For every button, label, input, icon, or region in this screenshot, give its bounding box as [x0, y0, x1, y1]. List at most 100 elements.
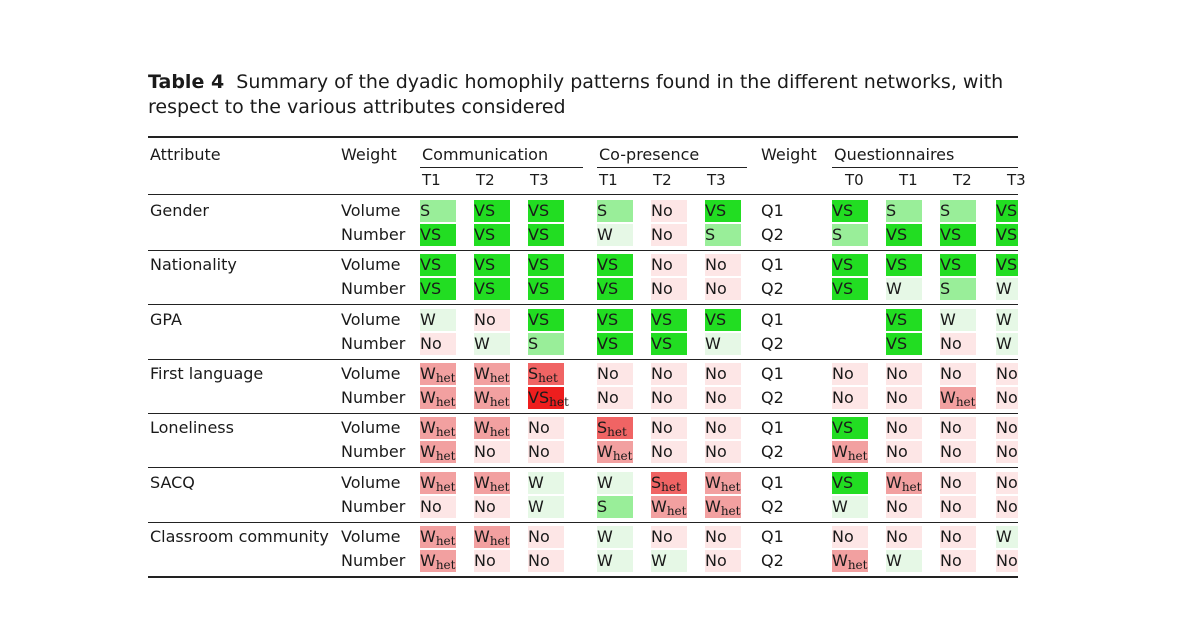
group-separator [148, 358, 1018, 360]
questionnaire-cell: W [886, 549, 922, 572]
questionnaire-cell: No [940, 441, 976, 464]
weight-label: Volume [341, 472, 401, 492]
communication-cell: Shet [528, 362, 564, 385]
copresence-cell: No [651, 200, 687, 222]
questionnaire-cell [832, 309, 868, 331]
attribute-label: Classroom community [150, 526, 329, 546]
copresence-cell: No [705, 254, 741, 277]
communication-underline [420, 167, 583, 168]
copresence-cell: W [597, 471, 633, 494]
weight-label: Number [341, 550, 406, 570]
questionnaire-cell: No [940, 332, 976, 355]
communication-cell: No [528, 525, 564, 548]
header-copresence: Co-presence [599, 145, 700, 164]
attribute-label: SACQ [150, 472, 195, 492]
weight-label: Number [341, 496, 406, 516]
communication-cell: W [528, 471, 564, 494]
subheader-t1: T1 [599, 171, 618, 189]
weight-label: Volume [341, 309, 401, 329]
copresence-cell: No [705, 525, 741, 548]
questionnaire-cell: No [886, 362, 922, 385]
copresence-cell: S [705, 224, 741, 246]
questionnaire-cell: No [832, 362, 868, 385]
questionnaire-weight-label: Q2 [761, 550, 784, 570]
communication-cell: W [528, 495, 564, 518]
attribute-label: GPA [150, 309, 182, 329]
communication-cell: Whet [474, 362, 510, 385]
questionnaire-cell: VS [996, 224, 1018, 246]
copresence-cell: S [597, 495, 633, 518]
attribute-label: Nationality [150, 255, 237, 275]
communication-cell: No [474, 549, 510, 572]
questionnaire-cell: No [996, 386, 1018, 409]
communication-cell: Whet [474, 525, 510, 548]
subheader-t1: T1 [422, 171, 441, 189]
communication-cell: VS [528, 224, 564, 246]
questionnaire-cell: No [940, 471, 976, 494]
group-separator [148, 412, 1018, 414]
questionnaire-cell: No [996, 362, 1018, 385]
copresence-cell: No [651, 441, 687, 464]
table-caption-text: Summary of the dyadic homophily patterns… [148, 71, 1004, 118]
questionnaire-cell: W [832, 495, 868, 518]
communication-cell: Whet [474, 471, 510, 494]
communication-cell: VS [528, 200, 564, 222]
questionnaire-cell: S [940, 278, 976, 301]
copresence-cell: No [705, 417, 741, 440]
questionnaire-cell: No [940, 495, 976, 518]
header-questionnaires: Questionnaires [834, 145, 955, 164]
weight-label: Number [341, 442, 406, 462]
copresence-cell: VS [597, 308, 633, 331]
questionnaire-weight-label: Q1 [761, 526, 784, 546]
questionnaire-cell: No [940, 362, 976, 385]
questionnaire-cell: VS [996, 200, 1018, 222]
header-attribute: Attribute [150, 145, 221, 164]
questionnaire-cell: W [886, 278, 922, 301]
communication-cell: W [420, 308, 456, 331]
communication-cell: Whet [420, 471, 456, 494]
copresence-cell: No [651, 386, 687, 409]
copresence-cell: No [705, 278, 741, 301]
communication-cell: Whet [474, 417, 510, 440]
questionnaires-underline [832, 167, 1018, 168]
copresence-cell: Shet [597, 417, 633, 440]
communication-cell: Whet [474, 386, 510, 409]
subheader-t3: T3 [530, 171, 549, 189]
communication-cell: No [474, 308, 510, 331]
questionnaire-cell: VS [886, 308, 922, 331]
weight-label: Number [341, 279, 406, 299]
copresence-cell: No [651, 254, 687, 277]
questionnaire-cell: No [886, 495, 922, 518]
copresence-cell: VS [651, 332, 687, 355]
copresence-cell: W [597, 549, 633, 572]
copresence-cell: VS [651, 308, 687, 331]
questionnaire-cell: VS [940, 254, 976, 277]
subheader-t2: T2 [953, 171, 972, 189]
communication-cell: S [528, 332, 564, 355]
questionnaire-cell: No [832, 525, 868, 548]
copresence-cell: Whet [651, 495, 687, 518]
copresence-cell: No [651, 362, 687, 385]
questionnaire-cell: VS [832, 200, 868, 222]
group-separator [148, 467, 1018, 469]
communication-cell: VS [420, 278, 456, 301]
copresence-cell: VS [597, 278, 633, 301]
group-separator [148, 304, 1018, 306]
communication-cell: VS [474, 224, 510, 246]
copresence-cell: No [597, 386, 633, 409]
table-caption: Table 4 Summary of the dyadic homophily … [148, 70, 1028, 120]
copresence-cell: VS [705, 308, 741, 331]
weight-label: Volume [341, 363, 401, 383]
copresence-cell: W [597, 224, 633, 246]
questionnaire-cell: W [996, 278, 1018, 301]
communication-cell: VS [474, 278, 510, 301]
questionnaire-cell: No [940, 417, 976, 440]
copresence-cell: VS [597, 254, 633, 277]
subheader-t0: T0 [845, 171, 864, 189]
questionnaire-cell: No [996, 549, 1018, 572]
subheader-t3: T3 [707, 171, 726, 189]
copresence-cell: No [705, 549, 741, 572]
questionnaire-cell: No [996, 471, 1018, 494]
questionnaire-cell: No [886, 441, 922, 464]
questionnaire-cell: VS [832, 471, 868, 494]
